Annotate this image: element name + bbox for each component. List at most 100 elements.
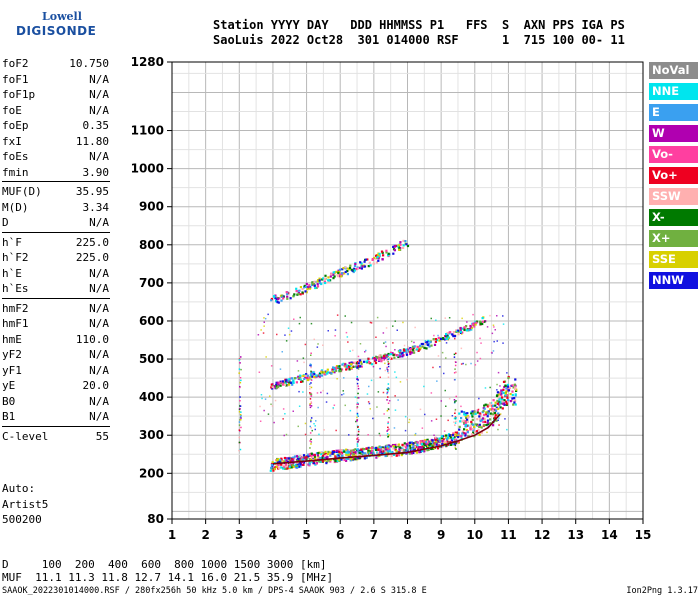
echo-point [503, 403, 506, 406]
echo-points [238, 239, 518, 472]
echo-point [384, 354, 387, 357]
echo-point [309, 406, 312, 409]
echo-point [399, 243, 402, 246]
param-value: 35.95 [75, 185, 109, 198]
echo-point [467, 424, 470, 427]
echo-point [346, 367, 349, 370]
echo-point [419, 347, 422, 350]
echo-point [384, 454, 387, 458]
echo-point [304, 285, 308, 288]
echo-point [513, 397, 516, 400]
echo-point [287, 379, 290, 382]
echo-point [417, 349, 420, 352]
echo-point [310, 455, 313, 458]
echo-point [291, 456, 295, 459]
x-tick-label: 4 [269, 528, 277, 542]
echo-point [372, 365, 375, 368]
echo-point [356, 402, 359, 404]
echo-point [285, 291, 288, 294]
param-label: foF1 [2, 72, 29, 86]
echo-point [466, 419, 469, 422]
echo-point [387, 436, 389, 438]
echo-point [371, 258, 374, 261]
echo-point [389, 445, 392, 448]
echo-point [303, 377, 306, 380]
echo-point [304, 433, 307, 436]
echo-point [322, 452, 325, 455]
echo-point [456, 330, 458, 332]
footer-version: Ion2Png 1.3.17 [626, 586, 698, 596]
echo-point [299, 465, 302, 468]
echo-point [336, 460, 339, 463]
echo-point [310, 366, 312, 369]
echo-point [353, 449, 357, 452]
param-label: fmin [2, 165, 29, 179]
echo-point [464, 420, 467, 423]
echo-point [317, 406, 319, 409]
echo-point [469, 428, 472, 431]
echo-point [440, 338, 443, 341]
echo-point [310, 386, 313, 389]
echo-point [367, 265, 370, 268]
echo-point [387, 422, 389, 425]
legend-entry: E [649, 104, 698, 121]
echo-point [333, 451, 336, 454]
echo-point [445, 337, 448, 340]
legend-entry: Vo- [649, 146, 698, 163]
echo-point [496, 402, 500, 405]
echo-point [278, 466, 281, 470]
echo-point [383, 342, 385, 344]
echo-point [443, 372, 445, 375]
echo-point [479, 420, 482, 423]
echo-point [309, 286, 312, 289]
echo-point [402, 239, 405, 242]
echo-point [323, 277, 327, 280]
echo-point [369, 321, 372, 324]
echo-point [397, 443, 401, 446]
echo-point [460, 347, 463, 350]
echo-point [474, 364, 477, 366]
echo-point [489, 402, 492, 405]
param-row: D N/A [2, 215, 167, 231]
echo-point [505, 390, 508, 393]
echo-point [385, 251, 388, 254]
echo-point [270, 365, 273, 367]
echo-point [356, 448, 358, 450]
echo-point [445, 434, 448, 437]
echo-point [367, 448, 370, 451]
echo-point [292, 410, 294, 412]
echo-point [465, 363, 467, 366]
echo-point [360, 263, 363, 266]
echo-point [344, 266, 347, 269]
echo-point [402, 246, 405, 249]
echo-point [310, 452, 313, 455]
y-tick-label: 200 [139, 466, 164, 480]
echo-point [352, 449, 355, 452]
echo-point [357, 433, 360, 436]
echo-point [333, 368, 336, 371]
echo-point [373, 447, 376, 450]
echo-point [351, 452, 354, 455]
echo-point [378, 432, 381, 435]
param-value: 55 [95, 429, 109, 443]
legend-entry: W [649, 125, 698, 142]
echo-point [496, 389, 498, 391]
x-tick-label: 12 [534, 528, 551, 542]
echo-point [432, 366, 434, 369]
echo-point [298, 464, 302, 467]
echo-point [296, 463, 299, 466]
echo-point [411, 345, 414, 348]
echo-point [506, 394, 509, 397]
parameter-panel: foF2 10.750 foF1 N/A foF1p N/A foE N/A foEp 0.35 f… [2, 56, 167, 444]
echo-point [423, 450, 426, 453]
echo-point [415, 348, 418, 351]
echo-point [498, 394, 500, 397]
echo-point [350, 449, 353, 452]
echo-point [416, 444, 419, 447]
echo-point [397, 246, 401, 249]
echo-point [304, 422, 307, 425]
echo-point [309, 403, 311, 405]
echo-point [329, 460, 332, 463]
echo-point [283, 466, 286, 469]
echo-point [284, 380, 287, 383]
